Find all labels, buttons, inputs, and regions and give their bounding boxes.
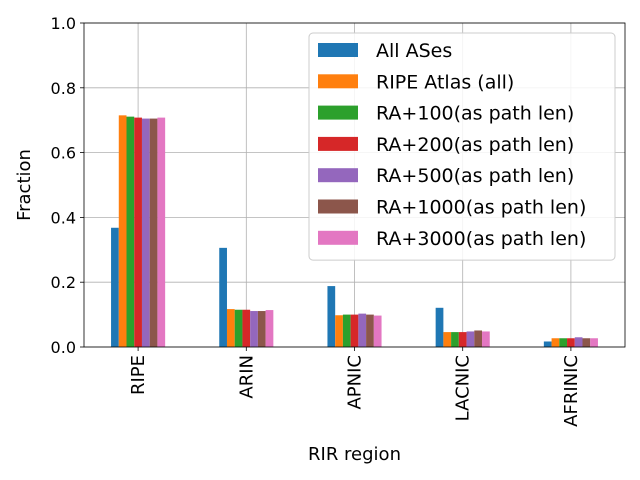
legend-swatch xyxy=(318,43,358,57)
y-tick-label: 0.2 xyxy=(51,273,76,292)
bar-apnic-series-4 xyxy=(358,313,367,347)
bar-ripe-series-4 xyxy=(141,118,150,347)
y-tick-label: 1.0 xyxy=(51,14,76,33)
x-tick-label-afrinic: AFRINIC xyxy=(561,355,582,427)
bar-apnic-series-3 xyxy=(350,314,359,347)
legend-label: RA+3000(as path len) xyxy=(376,228,586,250)
y-axis-ticks: 0.0 0.2 0.4 0.6 0.8 1.0 xyxy=(51,14,84,357)
bar-lacnic-series-0 xyxy=(435,307,444,347)
bar-apnic-series-5 xyxy=(366,314,374,347)
bar-lacnic-series-5 xyxy=(474,330,483,347)
legend-box xyxy=(308,32,616,261)
bar-lacnic-series-2 xyxy=(451,332,459,347)
bar-arin-series-1 xyxy=(226,309,235,347)
x-tick-label-arin: ARIN xyxy=(236,355,257,399)
y-tick-label: 0.4 xyxy=(51,208,76,227)
bar-apnic-series-0 xyxy=(327,286,336,347)
y-tick-label: 0.6 xyxy=(51,144,76,163)
legend-label: RA+100(as path len) xyxy=(376,103,574,125)
y-tick-label: 0.8 xyxy=(51,79,76,98)
bar-afrinic-series-0 xyxy=(543,341,552,347)
bar-lacnic-series-4 xyxy=(466,331,475,347)
legend: All ASes RIPE Atlas (all) RA+100(as path l… xyxy=(308,32,616,261)
legend-label: RA+500(as path len) xyxy=(376,165,574,187)
legend-label: RIPE Atlas (all) xyxy=(376,71,514,93)
bar-lacnic-series-3 xyxy=(458,332,467,347)
legend-swatch xyxy=(318,230,358,245)
bar-arin-series-4 xyxy=(250,311,258,347)
y-tick-label: 0.0 xyxy=(51,338,76,357)
bar-ripe-series-3 xyxy=(134,117,142,347)
legend-label: RA+200(as path len) xyxy=(376,134,574,156)
bar-arin-series-2 xyxy=(234,309,243,347)
bar-ripe-series-2 xyxy=(126,116,135,347)
legend-swatch xyxy=(318,199,358,214)
bar-lacnic-series-1 xyxy=(443,332,452,347)
bar-afrinic-series-3 xyxy=(567,338,575,347)
bar-afrinic-series-1 xyxy=(551,338,560,347)
x-tick-label-lacnic: LACNIC xyxy=(453,355,474,421)
bar-arin-series-5 xyxy=(257,311,266,347)
bar-ripe-series-5 xyxy=(149,118,158,347)
x-tick-label-ripe: RIPE xyxy=(128,355,149,395)
bar-arin-series-0 xyxy=(219,247,227,347)
bar-lacnic-series-6 xyxy=(482,331,490,347)
bar-arin-series-3 xyxy=(242,309,251,347)
bar-ripe-series-1 xyxy=(118,115,127,347)
bar-ripe-series-6 xyxy=(157,117,166,347)
legend-label: RA+1000(as path len) xyxy=(376,197,586,219)
bar-apnic-series-2 xyxy=(342,314,351,347)
x-axis-label: RIR region xyxy=(308,444,401,465)
x-axis-ticks: RIPE ARIN APNIC LACNIC AFRINIC xyxy=(128,347,582,427)
bar-arin-series-6 xyxy=(265,310,274,347)
bar-ripe-series-0 xyxy=(111,227,119,347)
bar-afrinic-series-5 xyxy=(582,338,591,347)
bar-apnic-series-1 xyxy=(335,315,343,347)
legend-swatch xyxy=(318,74,358,89)
bar-afrinic-series-4 xyxy=(574,337,583,347)
bar-afrinic-series-2 xyxy=(559,338,568,347)
legend-swatch xyxy=(318,105,358,120)
bars xyxy=(111,115,598,347)
y-axis-label: Fraction xyxy=(14,149,35,221)
legend-label: All ASes xyxy=(376,40,452,62)
bar-afrinic-series-6 xyxy=(590,338,598,347)
x-tick-label-apnic: APNIC xyxy=(345,355,366,410)
legend-swatch xyxy=(318,136,358,151)
legend-swatch xyxy=(318,168,358,183)
bar-apnic-series-6 xyxy=(373,315,382,347)
